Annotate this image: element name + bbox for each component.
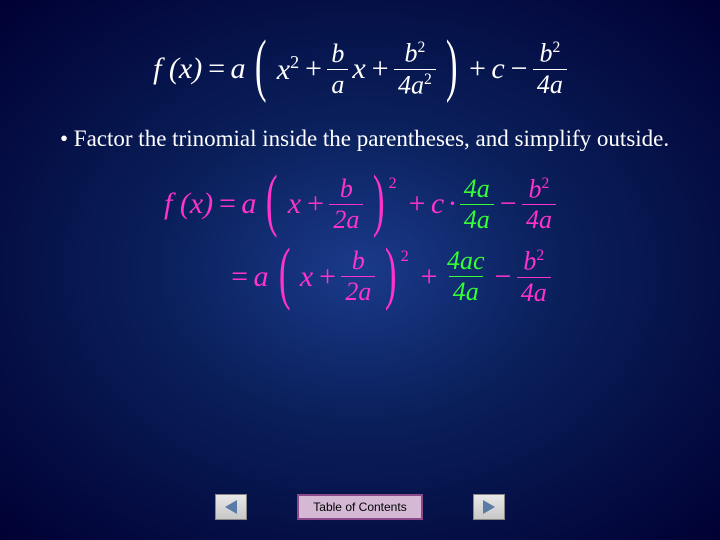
eq2-plus2: + [407,187,427,221]
nav-bar: Table of Contents [0,494,720,520]
eq3-x: x [300,260,313,294]
eq1-minus: − [509,52,529,86]
eq2-equals: = [217,187,237,221]
eq1-lhs: f (x) [153,52,202,86]
eq2-plus1: + [305,187,325,221]
eq2-lhs: f (x) [164,187,213,221]
eq3-frac-b-2a: b 2a [341,248,375,305]
equation-2: f (x) = a ( x + b 2a )2 + c · 4a 4a − b2… [40,176,680,234]
eq2-x: x [288,187,301,221]
eq1-plus3: + [467,52,487,86]
prev-button[interactable] [215,494,247,520]
eq2-c: c [431,187,444,221]
toc-button[interactable]: Table of Contents [297,494,422,520]
eq1-x: x [352,52,365,86]
arrow-left-icon [225,500,237,514]
eq2-frac-green: 4a 4a [460,176,494,233]
eq3-minus: − [493,260,513,294]
eq3-frac-b2-4a: b2 4a [517,248,551,306]
eq1-a: a [230,52,245,86]
eq1-equals: = [206,52,226,86]
next-button[interactable] [473,494,505,520]
eq3-plus2: + [419,260,439,294]
eq2-dot: · [448,187,456,221]
eq2-minus: − [498,187,518,221]
eq2-frac-b2-4a: b2 4a [522,176,556,234]
eq2-exp: 2 [389,175,397,193]
eq1-frac-b-a: b a [327,41,348,98]
bullet-text: • Factor the trinomial inside the parent… [60,123,680,155]
eq1-c: c [491,52,504,86]
eq1-plus1: + [303,52,323,86]
slide: f (x) = a ( x2 + b a x + b2 4a2 ) + c − … [0,0,720,540]
eq2-frac-b-2a: b 2a [329,176,363,233]
eq1-frac-b2-4a: b2 4a [533,40,567,98]
eq3-frac-green: 4ac 4a [443,248,489,305]
eq3-equals: = [229,260,249,294]
equation-1: f (x) = a ( x2 + b a x + b2 4a2 ) + c − … [40,40,680,98]
eq3-exp: 2 [401,248,409,266]
eq2-a: a [241,187,256,221]
arrow-right-icon [483,500,495,514]
eq1-x2: x2 [277,52,299,87]
eq3-a: a [254,260,269,294]
equation-3: = a ( x + b 2a )2 + 4ac 4a − b2 4a [100,248,680,306]
eq1-frac-b2-4a2: b2 4a2 [394,40,436,98]
eq1-plus2: + [370,52,390,86]
eq3-plus1: + [317,260,337,294]
